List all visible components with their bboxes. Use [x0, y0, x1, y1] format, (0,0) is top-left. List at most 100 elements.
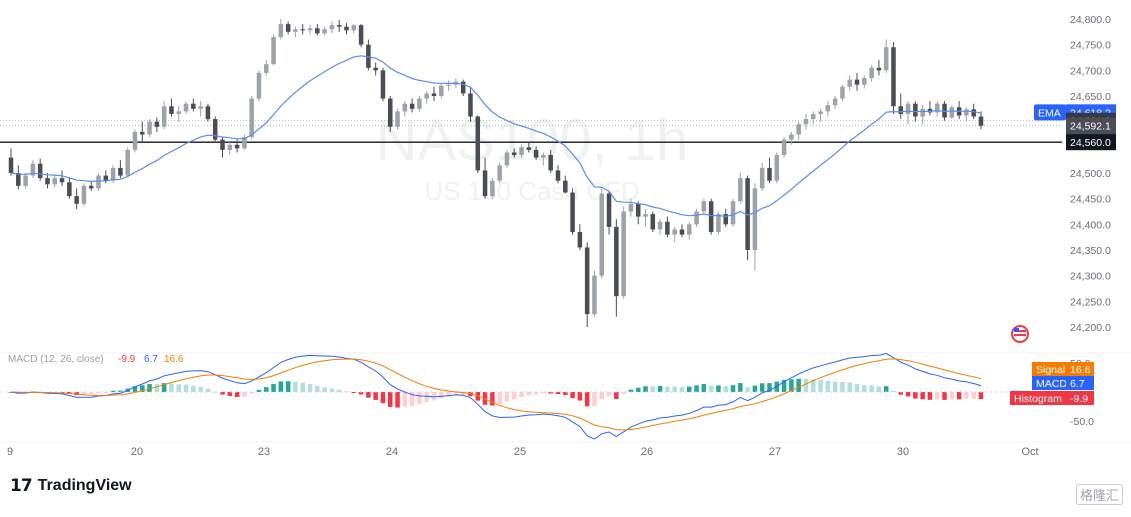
- candle-body: [439, 85, 444, 96]
- ema-series: [10, 55, 982, 218]
- candle-body: [395, 111, 400, 127]
- histogram-bar: [548, 392, 553, 394]
- candle-body: [278, 24, 284, 37]
- histogram-bar: [687, 386, 692, 392]
- candle-body: [716, 214, 721, 233]
- candle-body: [796, 124, 801, 135]
- tradingview-logo[interactable]: 17 TradingView: [10, 476, 132, 496]
- histogram-bar: [781, 380, 787, 392]
- x-tick-label: 20: [131, 446, 143, 458]
- histogram-bar: [541, 392, 546, 394]
- x-tick-label: 25: [514, 446, 526, 458]
- histogram-bar: [191, 385, 196, 392]
- candle-body: [358, 25, 364, 45]
- candle-body: [8, 157, 14, 173]
- histogram-bar: [147, 384, 152, 392]
- tradingview-name: TradingView: [37, 477, 132, 494]
- candle-body: [519, 147, 524, 156]
- candle-body: [110, 167, 116, 181]
- macd-legend-histogram: -9.9: [118, 354, 136, 365]
- candle-body: [409, 103, 415, 109]
- candle-body: [482, 170, 488, 197]
- histogram-bar: [832, 381, 838, 392]
- candle-body: [402, 103, 408, 112]
- histogram-bar: [650, 386, 656, 392]
- macd-tag-name-box: [1032, 376, 1066, 390]
- y-tick-label: 24,350.0: [1070, 245, 1111, 257]
- us-flag-icon: [1011, 325, 1029, 343]
- candle-body: [256, 72, 262, 99]
- macd-tag-name: Histogram: [1014, 393, 1062, 405]
- histogram-bar: [810, 379, 816, 392]
- histogram-bar: [621, 392, 626, 394]
- candle-body: [23, 175, 28, 186]
- histogram-bar: [227, 392, 233, 396]
- time-axis[interactable]: 9 20 23 24 25 26 27 30 Oct: [7, 446, 1039, 458]
- candle-body: [548, 155, 553, 171]
- candle-body: [832, 98, 838, 106]
- candle-body: [694, 211, 699, 225]
- candle-body: [380, 70, 386, 99]
- histogram-bar: [424, 392, 429, 403]
- histogram-bar: [752, 385, 758, 392]
- candle-body: [847, 79, 852, 87]
- histogram-bar: [584, 392, 590, 407]
- histogram-bar: [402, 392, 408, 407]
- y-tick-label: 24,500.0: [1070, 168, 1111, 180]
- candle-body: [905, 103, 911, 114]
- macd-tag-name: MACD: [1036, 378, 1067, 390]
- candle-body: [344, 26, 349, 31]
- candle-body: [555, 170, 561, 181]
- candle-body: [526, 147, 532, 150]
- macd-tag-value-box: [1066, 391, 1094, 405]
- price-axis[interactable]: 24,800.0 24,750.0 24,700.0 24,650.0 24,500.0…: [1070, 14, 1111, 334]
- corner-watermark: 格隆汇: [1075, 484, 1123, 505]
- histogram-bar: [307, 384, 313, 392]
- candle-body: [227, 144, 233, 150]
- symbol-watermark: NAS100, 1h US 100 Cash CFD: [376, 108, 689, 206]
- histogram-bar: [446, 392, 451, 397]
- histogram-bar: [869, 385, 874, 392]
- candle-body: [285, 24, 291, 32]
- candle-body: [198, 106, 203, 109]
- histogram-bar: [264, 387, 269, 392]
- candle-body: [701, 201, 707, 212]
- candle-body: [161, 106, 167, 127]
- candle-body: [205, 106, 211, 120]
- histogram-bar: [439, 392, 444, 399]
- histogram-bar: [956, 392, 962, 400]
- histogram-bar: [840, 382, 845, 392]
- histogram-bar: [577, 392, 583, 401]
- macd-tag-value: 16.6: [1070, 364, 1091, 376]
- histogram-bar: [723, 386, 728, 392]
- ema-tag-label: EMA: [1038, 107, 1061, 119]
- histogram-bar: [300, 382, 305, 392]
- histogram-bar: [336, 389, 342, 392]
- candle-body: [650, 214, 656, 230]
- histogram-bar: [657, 385, 663, 392]
- x-tick-label: 24: [386, 446, 398, 458]
- macd-legend-macd: 6.7: [144, 354, 158, 365]
- candle-body: [679, 229, 685, 235]
- histogram-bar: [431, 392, 437, 401]
- macd-histogram: [0, 378, 1062, 408]
- histogram-bar: [701, 384, 707, 392]
- histogram-bar: [796, 378, 801, 392]
- macd-legend-title: MACD (12, 26, close): [8, 354, 104, 365]
- candle-body: [541, 155, 546, 158]
- x-tick-label: 9: [7, 446, 13, 458]
- x-tick-label: 30: [897, 446, 909, 458]
- histogram-bar: [745, 387, 750, 392]
- x-tick-label: 23: [258, 446, 270, 458]
- candle-body: [920, 108, 925, 117]
- candle-body: [913, 103, 918, 117]
- candle-body: [431, 93, 437, 96]
- candle-body: [30, 163, 36, 176]
- macd-lines: [10, 352, 982, 440]
- histogram-bar: [271, 383, 276, 392]
- ema-tag-label-box: [1034, 104, 1066, 121]
- histogram-bar: [176, 384, 182, 392]
- histogram-bar: [380, 392, 386, 404]
- candle-body: [183, 103, 189, 112]
